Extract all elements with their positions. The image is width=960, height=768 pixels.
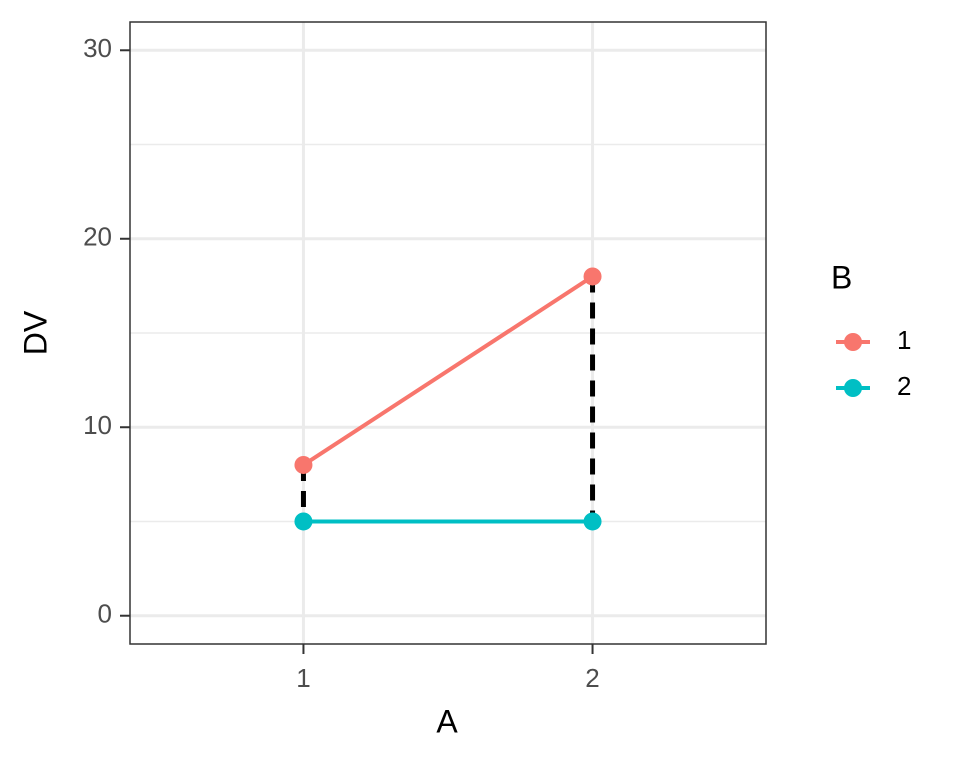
legend-point [844, 333, 862, 351]
legend-label: 1 [897, 325, 911, 355]
legend-title: B [831, 259, 852, 295]
y-tick-label: 10 [83, 410, 112, 440]
legend-label: 2 [897, 371, 911, 401]
y-axis-title: DV [17, 310, 53, 355]
point [294, 512, 313, 531]
y-tick-label: 20 [83, 222, 112, 252]
point [583, 267, 602, 286]
x-tick-label: 2 [585, 663, 599, 693]
panel-border [129, 21, 767, 645]
legend-point [844, 379, 862, 397]
x-axis-title: A [436, 703, 458, 739]
point [294, 455, 313, 474]
point [583, 512, 602, 531]
x-tick-label: 1 [296, 663, 310, 693]
series-line [302, 274, 594, 467]
y-tick-label: 30 [83, 33, 112, 63]
y-tick-label: 0 [98, 599, 112, 629]
